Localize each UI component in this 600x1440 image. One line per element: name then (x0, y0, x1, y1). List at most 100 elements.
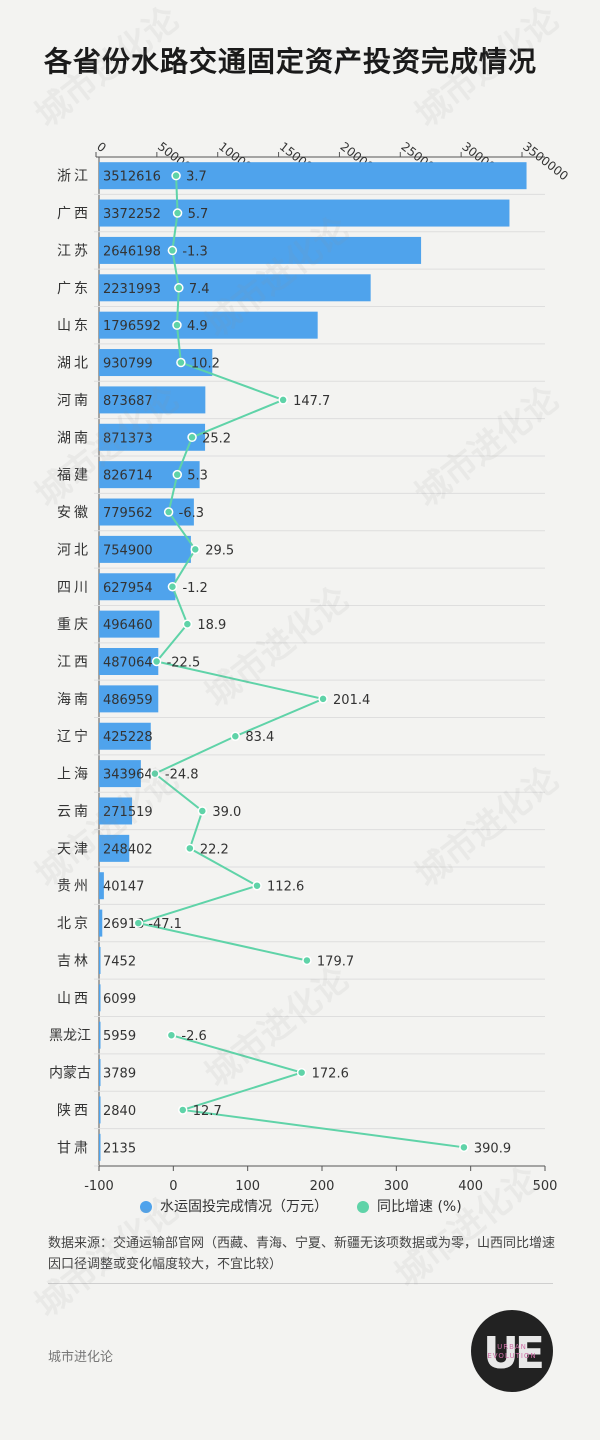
legend-bar-label: 水运固投完成情况（万元） (160, 1199, 328, 1215)
chart-title: 各省份水路交通固定资产投资完成情况 (44, 45, 538, 78)
legend-line-label: 同比增速 (%) (377, 1199, 462, 1215)
top-axis-tick-label: 3500000 (520, 139, 571, 183)
growth-point (178, 1105, 188, 1115)
bar (99, 834, 130, 862)
bar (99, 722, 151, 750)
category-label: 重庆 (57, 617, 91, 633)
growth-value-label: -6.3 (179, 506, 204, 521)
bar-value-label: 754900 (103, 543, 153, 558)
bottom-axis-tick-label: 400 (458, 1179, 483, 1194)
growth-value-label: -24.8 (165, 768, 199, 783)
bar (99, 909, 103, 937)
bar-value-label: 3789 (103, 1067, 136, 1082)
growth-point (182, 619, 193, 629)
growth-value-label: 201.4 (333, 693, 370, 708)
bar-value-label: 40147 (103, 880, 144, 895)
bottom-axis-tick-label: 300 (384, 1179, 409, 1194)
bottom-axis-tick-label: 200 (310, 1179, 335, 1194)
bar-value-label: 343964 (103, 768, 153, 783)
logo-mark: UE (483, 1328, 545, 1379)
category-label: 湖南 (57, 430, 91, 446)
growth-value-label: 4.9 (187, 319, 208, 334)
category-label: 北京 (57, 916, 91, 932)
bar-value-label: 3512616 (103, 170, 161, 185)
growth-value-label: 112.6 (267, 880, 304, 895)
growth-value-label: 147.7 (293, 394, 330, 409)
category-label: 河南 (57, 393, 91, 409)
growth-value-label: -47.1 (148, 917, 182, 932)
growth-point (133, 918, 144, 928)
growth-value-label: 5.7 (188, 207, 209, 222)
growth-point (172, 320, 182, 330)
growth-point (163, 507, 174, 517)
legend-bar-swatch (140, 1201, 152, 1213)
growth-line-segment (171, 1034, 465, 1149)
bar (99, 1059, 101, 1087)
growth-value-label: 179.7 (317, 954, 354, 969)
bar (99, 311, 318, 339)
bottom-axis-tick-label: 0 (169, 1179, 177, 1194)
category-label: 广西 (57, 206, 91, 222)
category-label: 山东 (57, 318, 91, 334)
growth-point (459, 1142, 469, 1153)
logo-small-line1: URBAN (497, 1343, 527, 1351)
category-label: 福建 (57, 468, 91, 484)
growth-value-label: 390.9 (474, 1141, 511, 1156)
bar (99, 610, 160, 638)
growth-point (318, 694, 328, 704)
bar (99, 984, 101, 1012)
bar (99, 349, 213, 377)
growth-point (174, 283, 184, 293)
bar-value-label: 26913 (103, 917, 144, 932)
growth-point (185, 843, 195, 854)
category-label: 广东 (57, 281, 91, 297)
bar-value-label: 6099 (103, 992, 136, 1007)
category-label: 辽宁 (57, 728, 91, 745)
legend-line-swatch (357, 1201, 369, 1213)
growth-value-label: -1.3 (182, 244, 207, 259)
bar (99, 498, 194, 526)
growth-value-label: 3.7 (186, 170, 207, 185)
category-label: 四川 (57, 580, 91, 596)
growth-point (151, 656, 162, 667)
logo-small-text: URBAN EVOLUTION (471, 1343, 553, 1361)
category-label: 吉林 (57, 953, 91, 969)
growth-line-segment (134, 175, 327, 962)
category-label: 江西 (57, 655, 91, 671)
growth-value-label: 18.9 (197, 618, 226, 633)
bar (99, 535, 191, 563)
growth-point (278, 395, 288, 405)
growth-value-label: 172.6 (312, 1067, 349, 1082)
growth-value-label: 83.4 (245, 730, 274, 745)
category-label: 湖北 (57, 356, 91, 372)
bar (99, 685, 159, 713)
bar (99, 1096, 101, 1124)
bar (99, 797, 133, 825)
category-label: 河北 (57, 542, 91, 558)
bar-value-label: 2840 (103, 1104, 136, 1119)
growth-point (230, 731, 241, 741)
category-label: 天津 (57, 841, 91, 857)
brand-name: 城市进化论 (48, 1350, 114, 1365)
bar-value-label: 271519 (103, 805, 153, 820)
brand-logo: UE URBAN EVOLUTION (471, 1310, 553, 1392)
bar-value-label: 779562 (103, 506, 153, 521)
growth-point (166, 1030, 177, 1040)
source-note: 数据来源：交通运输部官网（西藏、青海、宁夏、新疆无该项数据或为零，山西同比增速因… (48, 1236, 556, 1272)
bar-value-label: 425228 (103, 730, 153, 745)
bar-value-label: 826714 (103, 469, 153, 484)
category-label: 江苏 (57, 243, 91, 259)
bar-value-label: 1796592 (103, 319, 161, 334)
bar (99, 1133, 101, 1161)
bar-value-label: 496460 (103, 618, 153, 633)
bar-value-label: 627954 (103, 581, 153, 596)
category-label: 上海 (57, 767, 91, 783)
growth-point (197, 806, 208, 816)
growth-point (172, 208, 183, 218)
growth-value-label: 7.4 (189, 282, 210, 297)
growth-point (171, 170, 181, 181)
growth-value-label: -22.5 (167, 656, 201, 671)
bar-value-label: 486959 (103, 693, 153, 708)
growth-value-label: -1.2 (182, 581, 207, 596)
growth-point (190, 544, 201, 555)
